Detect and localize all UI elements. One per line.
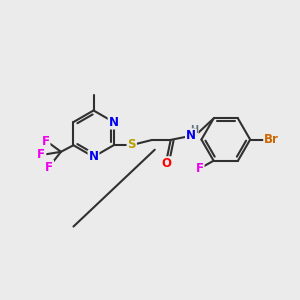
Text: N: N [186,129,196,142]
Text: F: F [41,135,50,148]
Text: Br: Br [264,133,279,146]
Text: F: F [38,148,45,161]
Text: N: N [109,116,118,129]
Text: S: S [128,138,136,152]
Text: N: N [88,150,98,163]
Text: F: F [45,161,53,174]
Text: O: O [161,157,172,170]
Text: H: H [190,125,198,135]
Text: F: F [196,162,204,175]
